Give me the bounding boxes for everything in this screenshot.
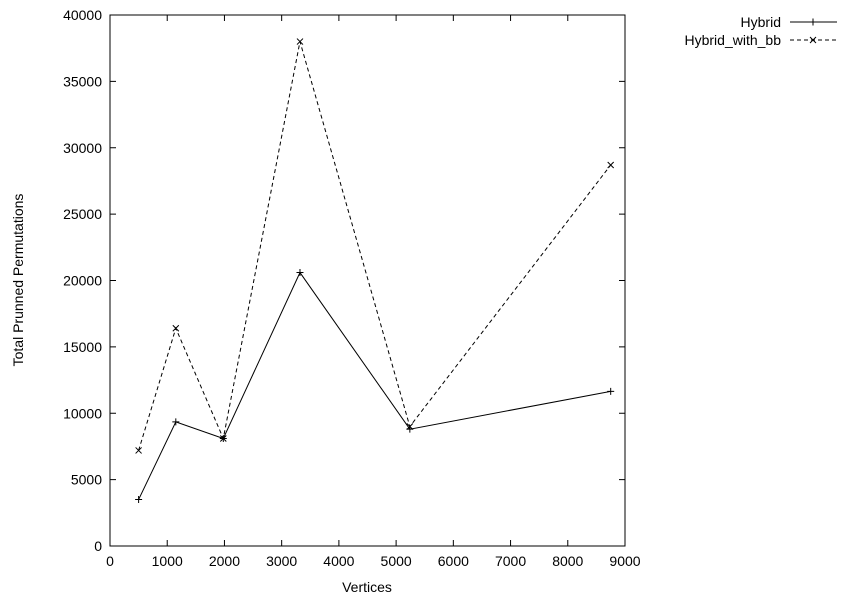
x-tick-label: 3000 [266, 553, 297, 569]
data-point-hybrid-with-bb [135, 447, 142, 454]
y-tick-label: 30000 [63, 140, 102, 156]
legend-label-hybrid: Hybrid [741, 14, 781, 30]
x-axis-label: Vertices [342, 579, 392, 595]
y-tick-label: 20000 [63, 273, 102, 289]
x-tick-label: 9000 [609, 553, 640, 569]
data-point-hybrid [135, 496, 143, 504]
data-point-hybrid-with-bb [172, 324, 180, 332]
legend-marker-hybrid [809, 18, 817, 26]
legend-label-hybrid-with-bb: Hybrid_with_bb [685, 32, 782, 48]
series-line-hybrid [138, 271, 611, 500]
x-tick-label: 8000 [552, 553, 583, 569]
data-point-hybrid [296, 269, 304, 277]
data-point-hybrid-with-bb [406, 423, 414, 430]
x-tick-label: 2000 [209, 553, 240, 569]
series-line-hybrid-with-bb [138, 41, 612, 451]
data-point-hybrid-with-bb [219, 435, 227, 442]
legend-entry-hybrid: Hybrid [741, 14, 837, 30]
x-tick-label: 0 [106, 553, 114, 569]
plot-frame [109, 14, 626, 547]
legend-marker-hybrid-with-bb [809, 36, 817, 44]
data-point-hybrid-with-bb [296, 38, 304, 45]
x-tick-label: 7000 [495, 553, 526, 569]
legend: Hybrid Hybrid_with_bb [685, 14, 837, 48]
x-tick-label: 6000 [438, 553, 469, 569]
y-tick-label: 35000 [63, 73, 102, 89]
y-tick-label: 10000 [63, 405, 102, 421]
x-tick-label: 1000 [152, 553, 183, 569]
y-tick-label: 15000 [63, 339, 102, 355]
x-tick-label: 5000 [381, 553, 412, 569]
series-layer [135, 38, 615, 504]
y-tick-label: 25000 [63, 206, 102, 222]
legend-entry-hybrid-with-bb: Hybrid_with_bb [685, 32, 837, 48]
data-point-hybrid [172, 418, 180, 426]
data-point-hybrid [607, 387, 615, 395]
y-axis-ticks: 0 5000 10000 15000 20000 25000 30000 35000 40000 [63, 7, 625, 554]
y-axis-label: Total Prunned Permutations [10, 194, 26, 367]
y-tick-label: 5000 [71, 472, 102, 488]
x-tick-label: 4000 [323, 553, 354, 569]
y-tick-label: 40000 [63, 7, 102, 23]
x-axis-ticks: 0 1000 2000 3000 4000 5000 6000 7000 8000 9000 [106, 15, 641, 569]
y-tick-label: 0 [94, 538, 102, 554]
data-point-hybrid-with-bb [607, 161, 615, 169]
